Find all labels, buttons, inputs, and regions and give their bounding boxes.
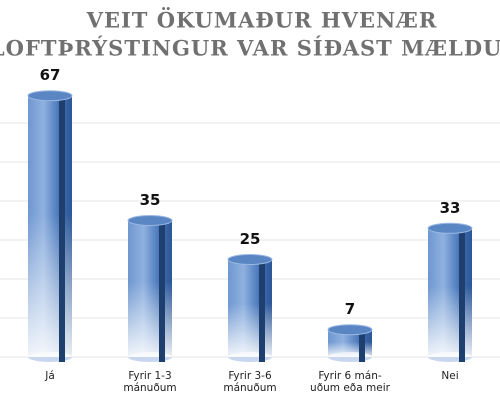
value-label: 35 xyxy=(140,191,161,209)
x-tick-label: Já xyxy=(44,370,55,382)
x-tick-label: uðum eða meir xyxy=(310,382,391,394)
x-tick-label: mánuðum xyxy=(123,382,176,394)
x-tick-label: mánuðum xyxy=(223,382,276,394)
x-tick-label: Fyrir 6 mán- xyxy=(318,370,382,382)
x-tick-label: Nei xyxy=(441,370,458,382)
bar-top xyxy=(327,324,373,336)
bar-top xyxy=(227,254,273,265)
chart-title: VEIT ÖKUMAÐUR HVENÆR xyxy=(86,8,438,33)
x-tick-label: Fyrir 3-6 xyxy=(228,370,272,382)
bar-fade xyxy=(228,259,272,357)
bar-stripe xyxy=(259,259,265,362)
bar-top xyxy=(127,215,173,226)
value-label: 25 xyxy=(240,230,261,248)
bar-top xyxy=(427,222,473,234)
bar-top xyxy=(27,90,73,102)
bar-stripe xyxy=(59,95,65,362)
value-label: 67 xyxy=(40,66,61,84)
x-tick-label: Fyrir 1-3 xyxy=(128,370,171,382)
bar-stripe xyxy=(459,228,465,362)
bar-fade xyxy=(428,228,472,357)
chart-title: LOFTÞRÝSTINGUR VAR SÍÐAST MÆLDUR? xyxy=(0,36,500,61)
bar-stripe xyxy=(359,329,365,362)
value-label: 33 xyxy=(440,199,461,217)
bar-stripe xyxy=(159,220,165,362)
bar-fade xyxy=(28,95,72,357)
value-label: 7 xyxy=(345,300,355,318)
bar-fade xyxy=(128,220,172,357)
